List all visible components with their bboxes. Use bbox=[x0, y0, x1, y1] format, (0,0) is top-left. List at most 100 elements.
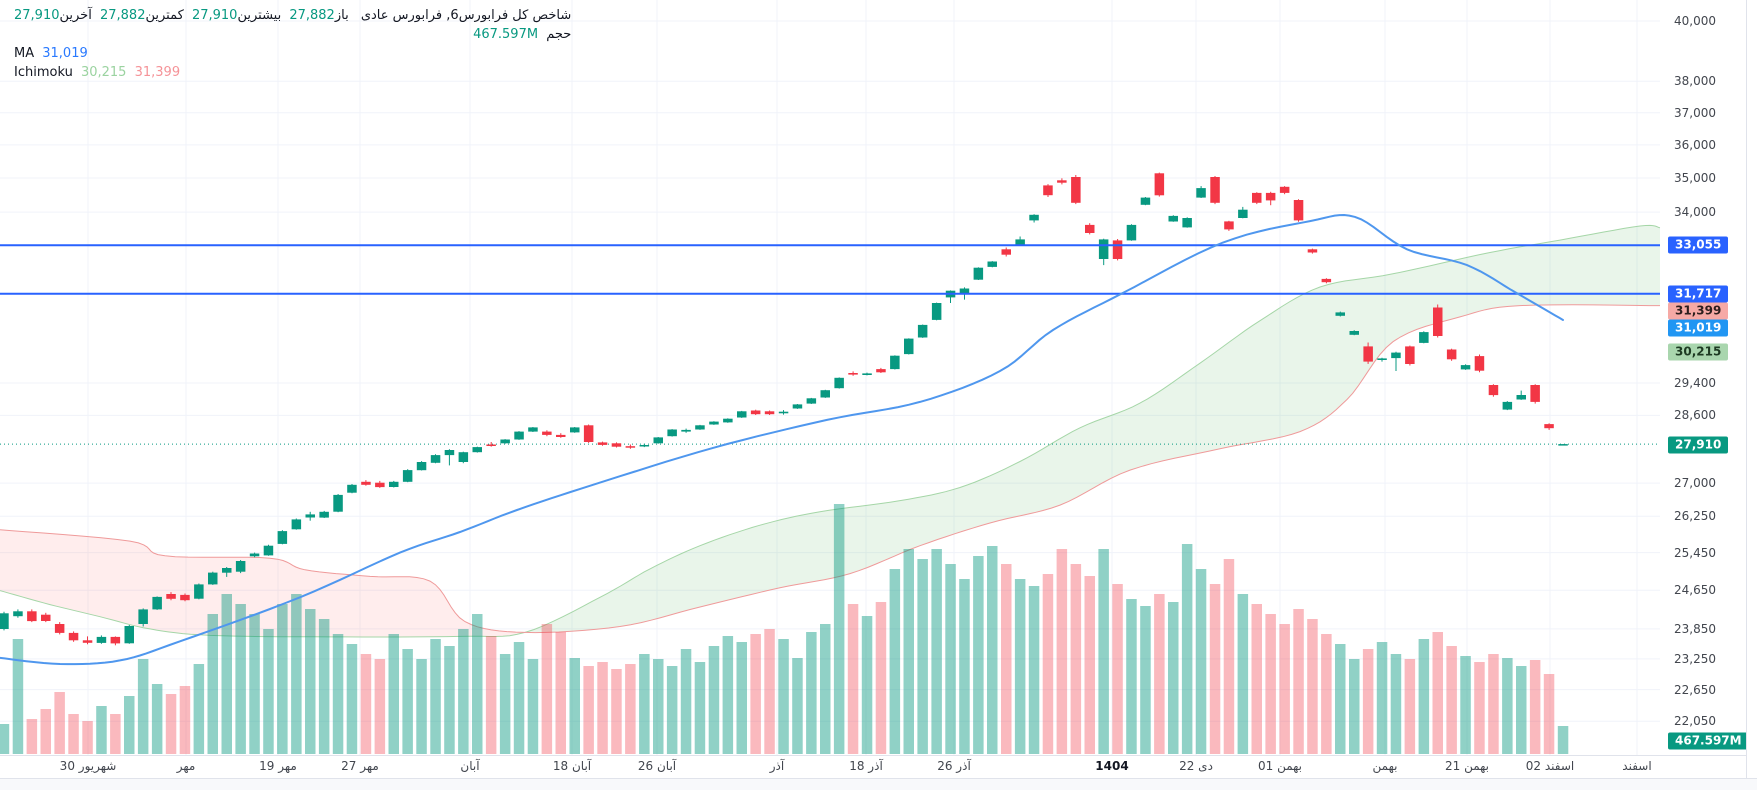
volume-bar bbox=[1070, 564, 1082, 754]
volume-bar bbox=[806, 632, 817, 754]
candle-body bbox=[54, 624, 65, 633]
volume-bar bbox=[1293, 609, 1304, 754]
candle-body bbox=[27, 611, 37, 622]
volume-bar bbox=[527, 659, 539, 754]
candle-body bbox=[249, 553, 260, 557]
volume-bar bbox=[207, 614, 218, 754]
bottom-toolbar-strip bbox=[0, 778, 1757, 790]
candle-body bbox=[1154, 173, 1165, 196]
volume-bar bbox=[346, 644, 358, 754]
volume-bar bbox=[318, 619, 330, 754]
price-tick-label: 38,000 bbox=[1674, 74, 1716, 89]
candle-body bbox=[347, 484, 357, 493]
price-badge-hline-upper: 33,055 bbox=[1668, 236, 1729, 254]
candle-body bbox=[1057, 180, 1067, 183]
volume-bar bbox=[1307, 619, 1318, 754]
candle-body bbox=[305, 514, 315, 518]
price-tick-label: 40,000 bbox=[1674, 14, 1716, 28]
time-axis[interactable]: 30 شهریور مهر 19 مهر 27 مهر آبان 18 آبان 26 آب… bbox=[0, 755, 1757, 779]
time-axis-label: 30 شهریور bbox=[59, 759, 117, 773]
volume-bar bbox=[1237, 594, 1249, 754]
time-axis-label: 26 آبان bbox=[637, 759, 677, 773]
time-axis-label: 18 آذر bbox=[849, 759, 883, 773]
candle-body bbox=[472, 447, 482, 453]
legend-ma-row[interactable]: MA 31,019 bbox=[14, 44, 571, 63]
volume-bar bbox=[1251, 604, 1262, 754]
legend-ohlc-row[interactable]: شاخص کل فرابورس6, فرابورس عادی باز27,882… bbox=[14, 6, 571, 25]
time-axis-label: 1404 bbox=[1095, 759, 1129, 773]
candle-body bbox=[1335, 312, 1345, 316]
candle-body bbox=[931, 303, 942, 320]
time-axis-label: 19 مهر bbox=[259, 759, 297, 773]
price-tick-label: 23,250 bbox=[1674, 651, 1716, 666]
candle-body bbox=[375, 482, 385, 488]
candle-body bbox=[1085, 224, 1095, 233]
legend-ichimoku-row[interactable]: Ichimoku 30,215 31,399 bbox=[14, 63, 571, 82]
candle-body bbox=[1168, 215, 1178, 222]
volume-bar bbox=[1362, 649, 1374, 754]
volume-bar bbox=[778, 639, 789, 754]
volume-bar bbox=[875, 602, 887, 754]
volume-bar bbox=[1488, 654, 1499, 754]
candle-body bbox=[1098, 239, 1109, 259]
right-edge-strip bbox=[1746, 0, 1757, 778]
candle-body bbox=[180, 594, 190, 601]
candle-body bbox=[778, 411, 789, 414]
candle-body bbox=[1029, 214, 1039, 221]
candle-body bbox=[41, 614, 51, 621]
candle-body bbox=[1391, 352, 1401, 359]
candle-body bbox=[333, 494, 343, 512]
candle-body bbox=[1488, 385, 1499, 396]
candle-body bbox=[1071, 177, 1081, 203]
candle-body bbox=[1363, 346, 1373, 362]
candle-body bbox=[0, 613, 9, 629]
candle-body bbox=[13, 611, 23, 617]
volume-bar bbox=[1516, 666, 1527, 754]
volume-bar bbox=[1181, 544, 1193, 754]
time-axis-label: 21 بهمن bbox=[1444, 759, 1490, 773]
low-label: کمترین bbox=[145, 8, 184, 23]
volume-bar bbox=[1404, 659, 1416, 754]
volume-bar bbox=[569, 658, 580, 754]
candle-body bbox=[1265, 192, 1276, 201]
volume-bar bbox=[137, 659, 149, 754]
candle-body bbox=[444, 450, 455, 456]
price-axis[interactable]: 40,000 38,000 37,000 36,000 35,000 34,000 29,4… bbox=[1660, 0, 1749, 755]
volume-bar bbox=[945, 564, 956, 754]
candle-body bbox=[890, 355, 900, 370]
volume-bar bbox=[12, 639, 24, 754]
legend-volume-row[interactable]: حجم 467.597M bbox=[14, 25, 571, 44]
candle-body bbox=[458, 452, 469, 462]
volume-bar bbox=[1154, 594, 1165, 754]
time-axis-label: 18 آبان bbox=[552, 759, 592, 773]
volume-bar bbox=[1028, 586, 1040, 754]
high-label: بیشترین bbox=[237, 8, 282, 23]
time-axis-label: آبان bbox=[460, 759, 480, 773]
price-tick-label: 34,000 bbox=[1674, 205, 1716, 220]
candle-body bbox=[222, 568, 232, 573]
volume-bar bbox=[1446, 646, 1457, 754]
volume-bar bbox=[332, 634, 344, 754]
volume-bar bbox=[625, 664, 636, 754]
volume-bar bbox=[499, 654, 511, 754]
candle-body bbox=[110, 636, 121, 644]
candle-body bbox=[1377, 358, 1387, 360]
candle-body bbox=[1043, 185, 1053, 196]
volume-bar bbox=[263, 629, 274, 754]
volume-bar bbox=[973, 556, 984, 754]
candle-body bbox=[848, 373, 858, 375]
ma-label: MA bbox=[14, 46, 35, 61]
price-tick-label: 29,400 bbox=[1674, 376, 1716, 390]
low-value: 27,882 bbox=[99, 8, 146, 23]
volume-bar bbox=[1543, 674, 1555, 754]
candle-body bbox=[291, 519, 302, 530]
candle-body bbox=[737, 411, 747, 418]
open-label: باز bbox=[334, 8, 349, 23]
volume-value: 467.597M bbox=[473, 27, 539, 42]
candle-body bbox=[625, 446, 636, 448]
volume-bar bbox=[402, 649, 413, 754]
candle-body bbox=[82, 640, 93, 643]
volume-bar bbox=[666, 666, 678, 754]
volume-bar bbox=[1432, 632, 1443, 754]
